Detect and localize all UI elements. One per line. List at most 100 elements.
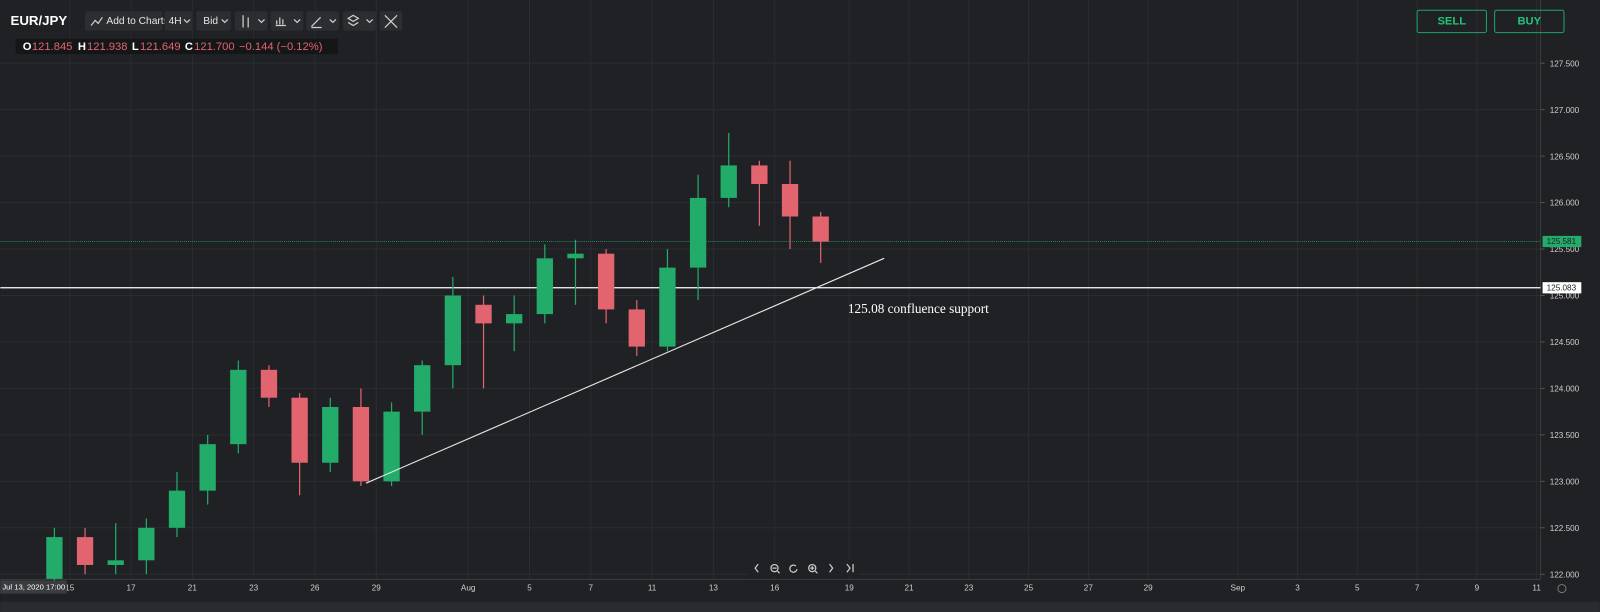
ohlc-value: 121.845 [32,41,72,53]
zoom-in[interactable] [808,563,817,573]
ohlc-key: O [23,41,32,53]
candle-body [383,411,400,482]
nav-right[interactable] [829,563,834,573]
x-tick-label: 5 [1355,584,1360,593]
icon [810,566,818,574]
buy-button[interactable] [1494,9,1565,34]
buy-label[interactable]: BUY [1517,15,1541,27]
price-label: 125.581 [1547,237,1577,246]
y-tick-label: 125.500 [1550,245,1580,254]
icon [221,18,229,24]
sell-label[interactable]: SELL [1437,15,1466,27]
x-tick-label: 11 [1532,584,1541,593]
candle-body [506,314,523,324]
x-tick-label: 29 [372,584,382,593]
price-type-label[interactable]: Bid [203,16,218,27]
y-tick-label: 125.000 [1550,292,1580,301]
y-tick-label: 127.500 [1550,59,1580,68]
candle-body [291,397,308,463]
crosshair-label: Jul 13, 2020 17:00 [2,583,65,592]
candle-body [567,253,584,259]
settings-icon[interactable] [1557,583,1567,594]
ohlc-key: C [185,41,193,53]
y-tick-label: 127.000 [1550,106,1580,115]
x-tick-label: 29 [1144,584,1154,593]
sell-button[interactable] [1416,9,1487,34]
add-to-charts-button[interactable] [84,11,163,31]
y-tick-label: 123.500 [1550,431,1580,440]
x-tick-label: 21 [904,584,914,593]
price-type-button[interactable] [196,11,231,31]
candle-body [260,369,278,398]
ohlc-bar [15,38,338,55]
reset[interactable] [789,564,798,573]
x-tick-label: 9 [1475,584,1480,593]
y-tick-label: 122.000 [1550,570,1580,579]
price-label: 125.083 [1547,283,1577,292]
ohlc-change: −0.144 (−0.12%) [239,41,323,53]
ohlc-value: 121.700 [194,41,235,53]
ohlc-value: 121.649 [140,41,181,53]
interval-button[interactable] [164,11,193,31]
candle-body [720,165,737,198]
candle-body [168,490,186,528]
icon [90,17,103,26]
candle-body [230,369,247,445]
icon [183,18,191,24]
crosshair-label-box [0,580,67,594]
candle-body [76,537,94,565]
x-tick-label: 25 [1024,584,1034,593]
x-tick-label: 11 [648,584,657,593]
candle-body [751,165,768,184]
y-tick-label: 126.000 [1550,199,1580,208]
x-tick-label: 19 [845,584,855,593]
candle-body [628,309,645,347]
price-label-box [1542,235,1582,248]
candle-body [199,444,216,491]
symbol: EUR/JPY [11,13,68,28]
ohlc-key: L [132,41,139,53]
candle-body [138,527,155,561]
x-tick-label: Aug [461,584,476,593]
x-tick-label: 17 [126,584,136,593]
zoom-out[interactable] [770,563,779,573]
candle-body [597,253,615,310]
interval-label[interactable]: 4H [169,16,182,27]
candle-body [689,197,707,268]
candle-body [322,406,339,463]
chart-navigation [747,559,859,577]
add-to-charts-label[interactable]: Add to Charts [106,16,168,27]
x-tick-label: Sep [1231,584,1246,593]
icon [275,17,301,27]
x-tick-label: 26 [310,584,320,593]
nav-end[interactable] [846,563,854,573]
candle-body [475,304,492,324]
nav-left[interactable] [754,563,759,573]
x-tick-label: 13 [709,584,719,593]
y-tick-label: 124.500 [1550,338,1580,347]
candle-body [46,537,63,579]
x-tick-label: 5 [527,584,532,593]
nav-background [747,559,859,577]
candle-body [812,216,829,242]
x-tick-label: 23 [964,584,974,593]
icon [384,14,398,28]
candle-body [414,365,431,412]
icon [772,567,781,574]
icon [346,14,374,27]
x-tick-label: 23 [249,584,259,593]
candle-body [781,183,799,217]
x-tick-label: 7 [1415,584,1420,593]
y-tick-label: 122.500 [1550,524,1580,533]
x-tick-label: 21 [188,584,198,593]
x-tick-label: 27 [1084,584,1094,593]
x-tick-label: 3 [1295,584,1300,593]
ohlc-key: H [78,41,86,53]
candle-body [659,267,676,347]
ohlc-value: 121.938 [87,41,128,53]
candle-body [444,295,462,366]
drawing-button[interactable] [306,11,339,31]
